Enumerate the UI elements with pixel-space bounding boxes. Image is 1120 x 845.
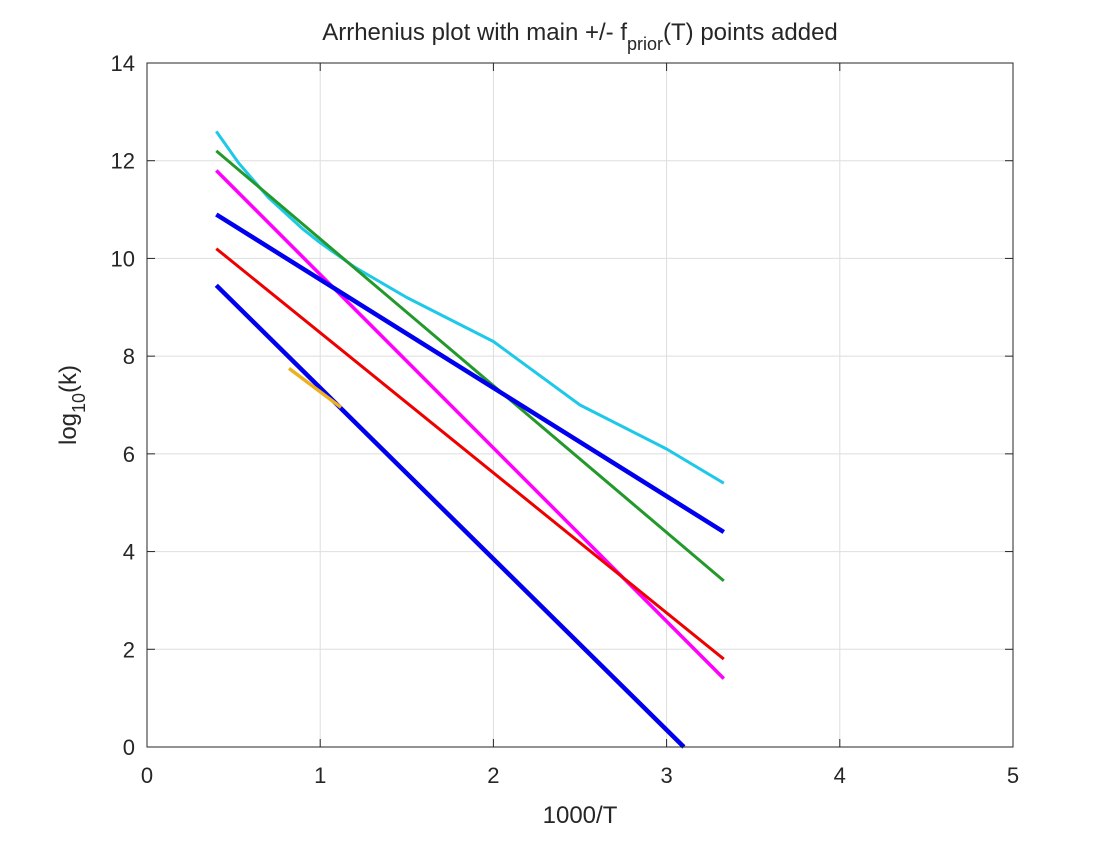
y-axis-label-tail: (k) [55, 365, 82, 393]
x-tick-label: 2 [487, 763, 499, 788]
chart-title: Arrhenius plot with main +/- fprior(T) p… [322, 19, 838, 54]
x-tick-label: 0 [141, 763, 153, 788]
y-tick-label: 12 [111, 149, 135, 174]
chart-title-subscript: prior [627, 34, 663, 54]
x-tick-label: 5 [1007, 763, 1019, 788]
series-line-7 [287, 366, 343, 409]
series-line-3 [215, 169, 726, 680]
y-axis-label-main: log [55, 413, 82, 445]
chart-title-tail: (T) points added [663, 19, 838, 46]
series-line-4 [215, 212, 725, 534]
x-axis-label: 1000/T [543, 802, 618, 829]
axes-box [146, 62, 1014, 748]
y-tick-label: 2 [123, 637, 135, 662]
grid [147, 63, 1013, 747]
y-tick-label: 10 [111, 246, 135, 271]
y-axis-label-subscript: 10 [69, 393, 89, 413]
chart-title-main: Arrhenius plot with main +/- f [322, 19, 627, 46]
y-tick-label: 0 [123, 735, 135, 760]
series-group [214, 130, 726, 749]
x-tick-label: 4 [834, 763, 846, 788]
y-tick-label: 6 [123, 442, 135, 467]
y-tick-label: 4 [123, 540, 135, 565]
x-tick-label: 3 [660, 763, 672, 788]
y-tick-label: 14 [111, 51, 135, 76]
y-axis-label: log10(k) [55, 365, 89, 445]
y-tick-label: 8 [123, 344, 135, 369]
x-tick-label: 1 [314, 763, 326, 788]
series-line-6 [214, 283, 686, 749]
series-line-2 [215, 149, 725, 583]
series-line-5 [215, 247, 725, 661]
ticks [146, 62, 1014, 748]
